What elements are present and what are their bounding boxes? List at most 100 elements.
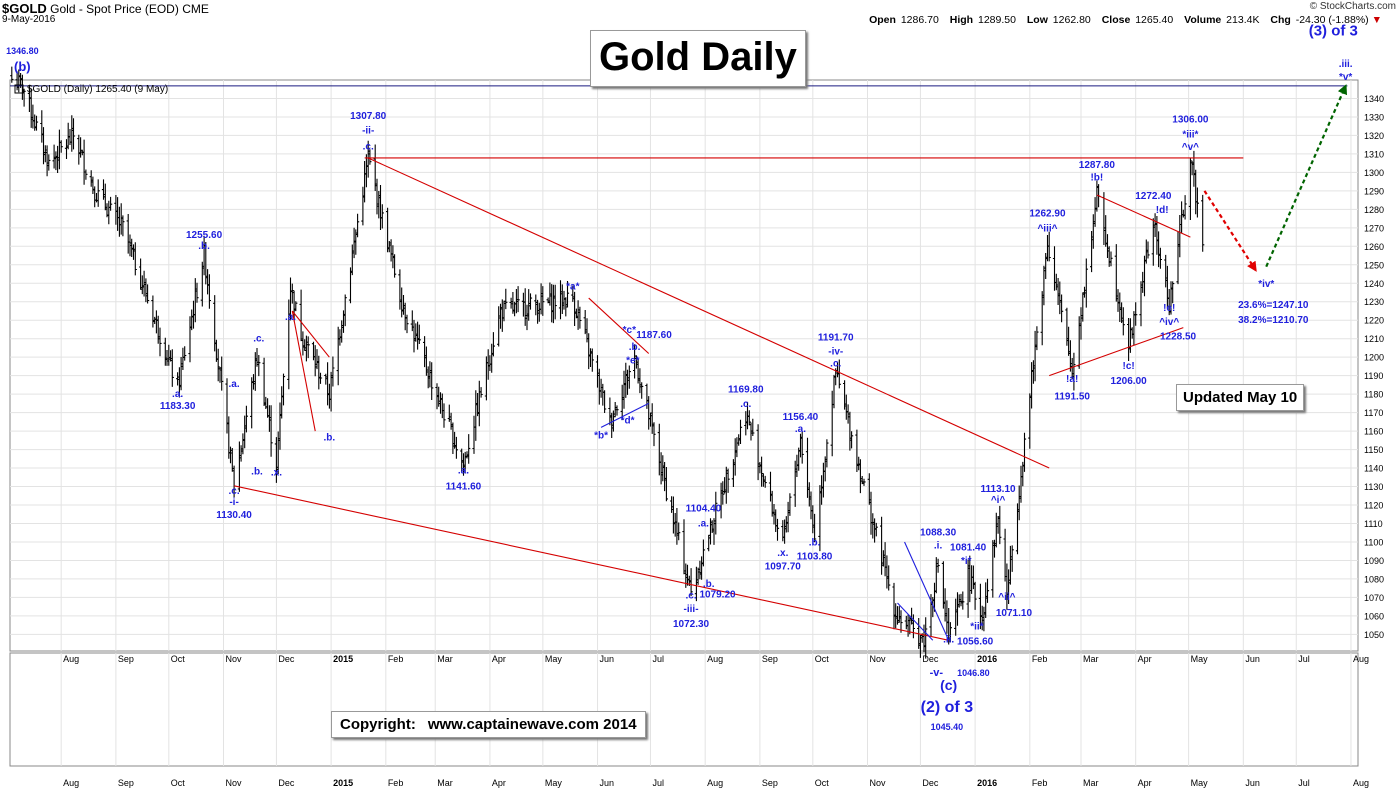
price-bar xyxy=(541,286,545,316)
wave-label: .b. xyxy=(251,467,263,478)
wave-label: .x. xyxy=(271,467,282,478)
wave-label: !b! xyxy=(1090,173,1103,184)
series-legend: $GOLD (Daily) 1265.40 (9 May) xyxy=(27,84,168,95)
wave-label-lower: 1045.40 xyxy=(931,722,964,732)
y-tick-label: 1230 xyxy=(1364,297,1384,307)
wave-label: .b. xyxy=(629,342,641,353)
wave-label: 1072.30 xyxy=(673,619,710,630)
x-tick-label-bottom: Aug xyxy=(707,778,723,788)
price-bar xyxy=(133,242,137,276)
price-bar xyxy=(973,581,977,610)
price-bar xyxy=(442,403,446,428)
wave-label: .c. xyxy=(229,486,240,497)
wave-label-lower: -v- xyxy=(930,667,944,679)
price-bar xyxy=(565,281,570,308)
x-tick-label: Nov xyxy=(869,654,886,664)
x-tick-label: Mar xyxy=(437,654,453,664)
wave-label: .c. xyxy=(363,141,374,152)
trendline xyxy=(897,602,934,641)
wave-label: .ii. xyxy=(943,635,954,646)
y-tick-label: 1090 xyxy=(1364,556,1384,566)
wave-label: *iv* xyxy=(1258,279,1274,290)
x-tick-label: Aug xyxy=(707,654,723,664)
wave-label: 1079.20 xyxy=(699,589,736,600)
price-bar xyxy=(590,348,594,372)
copyright-url: www.captainewave.com 2014 xyxy=(427,716,637,733)
price-bar xyxy=(10,66,14,83)
wave-label: !c! xyxy=(1123,361,1135,372)
x-tick-label-bottom: Jun xyxy=(600,778,615,788)
high-label: High xyxy=(949,14,974,26)
wave-label: .b. xyxy=(198,241,210,252)
x-tick-label-bottom: Aug xyxy=(1353,778,1369,788)
y-tick-label: 1240 xyxy=(1364,279,1384,289)
symbol-text: $GOLD xyxy=(2,1,47,16)
price-bar xyxy=(380,204,384,229)
price-bar xyxy=(1121,307,1125,336)
wave-label: 1255.60 xyxy=(186,230,223,241)
x-tick-label-bottom: Mar xyxy=(1083,778,1099,788)
y-tick-label: 1290 xyxy=(1364,186,1384,196)
price-bar xyxy=(368,149,372,165)
price-bar xyxy=(924,617,928,659)
price-bar xyxy=(627,365,631,389)
price-bar xyxy=(467,434,471,464)
x-tick-label: Sep xyxy=(118,654,134,664)
x-tick-label-bottom: Jul xyxy=(1298,778,1310,788)
lower-panel-frame xyxy=(9,652,1359,767)
wave-label: .a. xyxy=(458,466,469,477)
chart-axes: 1050 1060 1070 1080 1090 1100 1110 1120 1130 1140… xyxy=(63,94,1384,788)
price-bar xyxy=(714,491,718,535)
price-bar xyxy=(1195,187,1199,218)
low-label: Low xyxy=(1026,14,1048,26)
trendline xyxy=(1096,194,1191,238)
y-tick-label: 1310 xyxy=(1364,149,1384,159)
wave-label: 1071.10 xyxy=(996,608,1033,619)
trendline xyxy=(904,541,950,641)
wave-label: -iv- xyxy=(828,346,843,357)
price-bar xyxy=(1146,241,1150,259)
x-tick-label-bottom: Aug xyxy=(63,778,79,788)
symbol-exchange: CME xyxy=(182,2,209,16)
price-bar xyxy=(220,356,224,391)
forecast-arrow-up xyxy=(1265,84,1348,268)
price-bar xyxy=(109,196,113,211)
price-bar xyxy=(356,213,360,238)
y-tick-label: 1170 xyxy=(1364,408,1383,418)
x-tick-label-bottom: Sep xyxy=(118,778,134,788)
price-bar xyxy=(701,539,705,567)
chart-title-box: Gold Daily xyxy=(590,30,806,87)
wave-label: 1141.60 xyxy=(446,481,482,492)
price-bar xyxy=(454,436,458,459)
price-bar xyxy=(998,505,1002,545)
price-bar xyxy=(84,169,88,180)
y-tick-label: 1340 xyxy=(1364,94,1384,104)
y-tick-label: 1140 xyxy=(1364,464,1383,474)
chart-symbol: $GOLD Gold - Spot Price (EOD) CME xyxy=(2,1,209,16)
x-tick-label-bottom: Nov xyxy=(225,778,242,788)
wave-label: 1097.70 xyxy=(765,562,802,573)
x-tick-label: 2015 xyxy=(333,654,353,664)
chg-label: Chg xyxy=(1270,14,1291,26)
price-bar xyxy=(899,610,903,633)
price-bar xyxy=(985,578,990,603)
wave-label: 1056.60 xyxy=(957,637,994,648)
x-tick-label-bottom: Apr xyxy=(492,778,506,788)
x-tick-label-bottom: Oct xyxy=(815,778,830,788)
x-tick-label-bottom: May xyxy=(545,778,563,788)
y-tick-label: 1210 xyxy=(1364,334,1384,344)
wave-label: *c* xyxy=(623,325,636,336)
y-tick-label: 1070 xyxy=(1364,593,1384,603)
y-tick-label: 1300 xyxy=(1364,168,1384,178)
price-bar xyxy=(874,522,878,537)
price-bar xyxy=(281,373,286,406)
y-tick-label: 1110 xyxy=(1364,519,1383,529)
x-tick-label: Oct xyxy=(171,654,186,664)
x-tick-label-bottom: Dec xyxy=(922,778,939,788)
stockcharts-brand[interactable]: © StockCharts.com xyxy=(1309,1,1396,12)
wave-label: .a. xyxy=(795,424,806,435)
price-bar xyxy=(318,372,323,384)
price-bar xyxy=(146,284,150,304)
y-tick-label: 1100 xyxy=(1364,537,1383,547)
